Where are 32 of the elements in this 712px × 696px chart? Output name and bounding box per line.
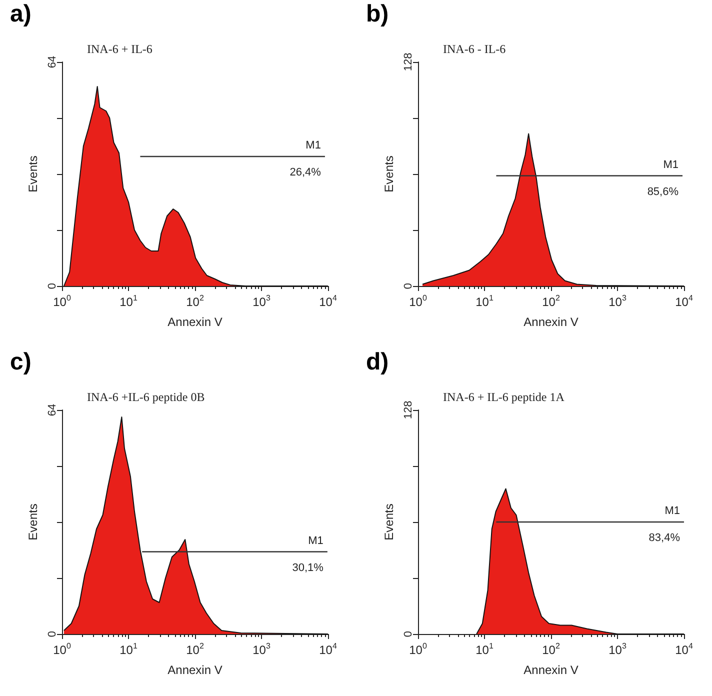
annotation: M1 xyxy=(308,534,324,547)
text: b) xyxy=(366,0,389,28)
y-tick-label: 0 xyxy=(402,282,414,290)
y-tick-label: 0 xyxy=(402,630,414,638)
text: c) xyxy=(10,348,32,376)
chart-title: INA-6 +IL-6 peptide 0B xyxy=(87,390,205,404)
chart-title: INA-6 + IL-6 peptide 1A xyxy=(443,390,565,404)
annotation: M1 xyxy=(663,158,679,171)
annotation: 26,4% xyxy=(290,166,322,178)
y-tick-label: 128 xyxy=(402,400,414,420)
x-axis-title: Annexin V xyxy=(168,315,222,329)
annotation: M1 xyxy=(664,505,680,517)
x-axis-title: Annexin V xyxy=(168,663,222,677)
y-tick-label: 0 xyxy=(46,630,58,638)
y-tick-label: 64 xyxy=(46,56,58,68)
y-axis-title: Events xyxy=(26,504,40,540)
y-axis-title: Events xyxy=(382,156,396,192)
chart-title: INA-6 + IL-6 xyxy=(87,42,152,56)
annotation: 30,1% xyxy=(292,562,324,574)
annotation: M1 xyxy=(306,140,321,152)
x-axis-title: Annexin V xyxy=(524,315,578,329)
text: d) xyxy=(366,348,389,376)
text: a) xyxy=(10,0,32,28)
y-axis-title: Events xyxy=(382,504,396,540)
y-tick-label: 64 xyxy=(46,404,58,416)
chart-title: INA-6 - IL-6 xyxy=(443,42,506,56)
y-tick-label: 0 xyxy=(46,282,58,290)
x-axis-title: Annexin V xyxy=(524,663,578,677)
annotation: 83,4% xyxy=(648,532,680,544)
y-axis-title: Events xyxy=(26,156,40,192)
annotation: 85,6% xyxy=(647,186,679,198)
y-tick-label: 128 xyxy=(402,52,414,72)
